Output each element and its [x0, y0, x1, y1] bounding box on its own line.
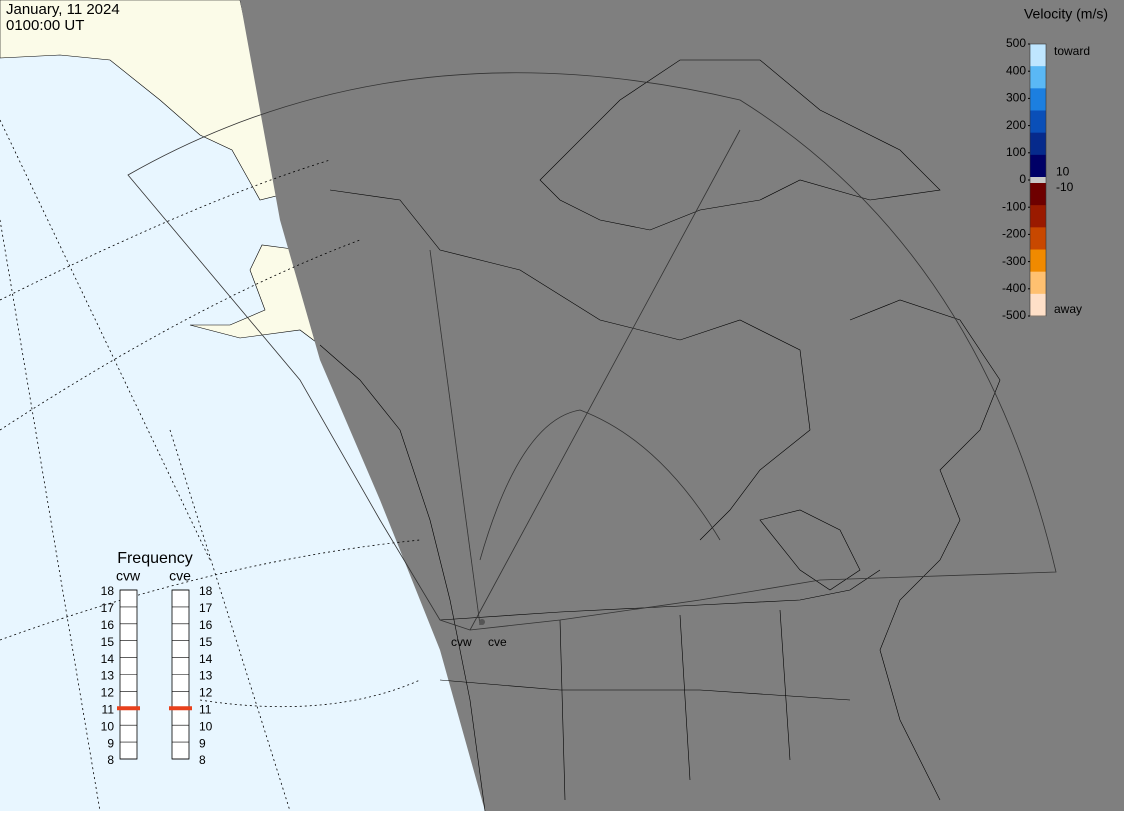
fov-outlines [127, 72, 1057, 631]
radar-label: cvw [451, 635, 472, 649]
colorbar-tick-label: 500 [1006, 36, 1026, 50]
frequency-tick-label: 12 [199, 686, 213, 700]
colorbar-tick-label: 200 [1006, 118, 1026, 132]
frequency-tick-label: 12 [101, 686, 115, 700]
colorbar-tick-label: -500 [1002, 308, 1026, 322]
colorbar-tick-label: -300 [1002, 254, 1026, 268]
frequency-tick-label: 15 [101, 635, 115, 649]
colorbar-segment [1030, 249, 1046, 273]
frequency-tick-label: 13 [101, 669, 115, 683]
colorbar-tick-label: 0 [1019, 172, 1026, 186]
colorbar-zero [1030, 177, 1046, 183]
end-label: toward [1054, 44, 1090, 58]
colorbar-segment [1030, 205, 1046, 228]
threshold-tick-label: 10 [1056, 164, 1070, 178]
colorbar: Velocity (m/s) 500 400 300 200 100 0 -100 -200 -3… [1002, 6, 1108, 322]
colorbar-tick-label: 100 [1006, 145, 1026, 159]
colorbar-segment [1030, 293, 1046, 317]
frequency-tick-label: 15 [199, 635, 213, 649]
frequency-tick-label: 14 [199, 652, 213, 666]
date: January, 11 2024 [6, 1, 120, 18]
frequency-tick-label: 16 [199, 618, 213, 632]
threshold-tick-label: -10 [1056, 180, 1074, 194]
frequency-tick-label: 13 [199, 669, 213, 683]
frequency-title: Frequency [117, 550, 193, 567]
radar-label: cve [488, 635, 507, 649]
colorbar-segment [1030, 110, 1046, 134]
night-side [240, 0, 1124, 811]
colorbar-tick-label: 400 [1006, 63, 1026, 77]
colorbar-segment [1030, 44, 1046, 67]
frequency-tick-label: 9 [199, 736, 206, 750]
time: 0100:00 UT [6, 17, 84, 34]
colorbar-segment [1030, 154, 1046, 178]
frequency-tick-label: 10 [101, 719, 115, 733]
frequency-tick-label: 17 [101, 601, 115, 615]
frequency-tick-label: 11 [199, 702, 212, 716]
frequency-tick-label: 9 [107, 736, 114, 750]
radar-name: cve [169, 568, 191, 584]
colorbar-tick-label: 300 [1006, 91, 1026, 105]
coastlines [319, 59, 1001, 811]
radar-name: cvw [116, 568, 141, 584]
frequency-tick-label: 10 [199, 719, 213, 733]
colorbar-segment [1030, 132, 1046, 156]
colorbar-title: Velocity (m/s) [1024, 6, 1108, 22]
end-label: away [1054, 302, 1082, 316]
frequency-tick-label: 18 [199, 584, 213, 598]
frequency-tick-label: 16 [101, 618, 115, 632]
frequency-tick-label: 8 [107, 753, 114, 767]
frequency-tick-label: 18 [101, 584, 115, 598]
colorbar-segment [1030, 183, 1046, 206]
frequency-tick-label: 11 [102, 702, 115, 716]
colorbar-tick-label: -400 [1002, 281, 1026, 295]
frequency-tick-label: 17 [199, 601, 213, 615]
radar-site [479, 619, 485, 625]
colorbar-segment [1030, 227, 1046, 250]
colorbar-segment [1030, 271, 1046, 295]
frequency-tick-label: 8 [199, 753, 206, 767]
colorbar-segment [1030, 88, 1046, 111]
frequency-tick-label: 14 [101, 652, 115, 666]
colorbar-segment [1030, 66, 1046, 89]
graticule [0, 119, 421, 811]
colorbar-tick-label: -100 [1002, 199, 1026, 213]
colorbar-tick-label: -200 [1002, 227, 1026, 241]
